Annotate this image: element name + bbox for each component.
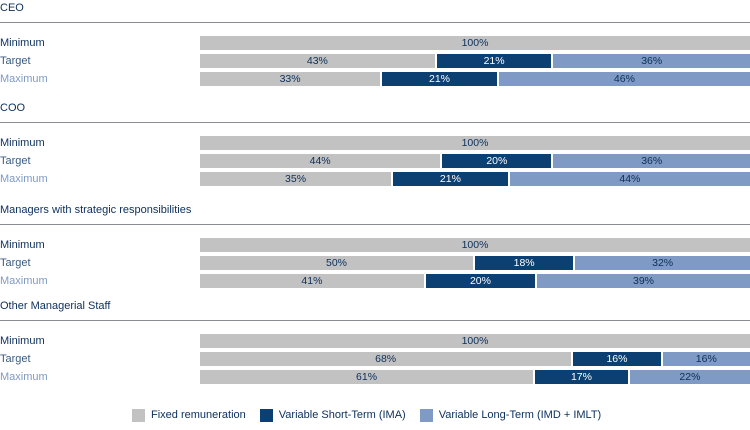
bar-segment-fixed: 100% (200, 136, 750, 150)
bar-segment-long: 36% (553, 54, 750, 68)
bar-segment-short: 20% (442, 154, 552, 168)
bar-segment-fixed: 61% (200, 370, 534, 384)
legend-swatch-fixed (132, 408, 145, 422)
legend-item-long-term: Variable Long-Term (IMD + IMLT) (419, 408, 602, 422)
group-divider (0, 22, 750, 23)
legend-label-fixed: Fixed remuneration (151, 409, 246, 421)
bar-segment-long: 39% (537, 274, 750, 288)
bar-segment-short: 17% (535, 370, 628, 384)
pay-mix-chart: CEO Minimum 100% Target 43% 21% 36% Maximum 33% 2… (0, 2, 750, 384)
group-title: CEO (0, 2, 24, 14)
group-title: COO (0, 102, 26, 114)
bar-segment-fixed: 50% (200, 256, 473, 270)
bar-segment-short: 21% (393, 172, 508, 186)
bar-segment-long: 22% (629, 370, 750, 384)
bar-segment-fixed: 100% (200, 36, 750, 50)
row-label: Maximum (0, 73, 48, 85)
bar-segment-long: 32% (575, 256, 750, 270)
bar-segment-fixed: 33% (200, 72, 381, 86)
legend-item-short-term: Variable Short-Term (IMA) (259, 408, 406, 422)
row-label: Maximum (0, 275, 48, 287)
bar-segment-fixed: 100% (200, 334, 750, 348)
row-label: Maximum (0, 173, 48, 185)
row-label: Maximum (0, 371, 48, 383)
bar-segment-fixed: 43% (200, 54, 435, 68)
legend-item-fixed: Fixed remuneration (132, 408, 246, 422)
row-label: Target (0, 257, 31, 269)
row-label: Minimum (0, 137, 45, 149)
bar-segment-long: 44% (509, 172, 750, 186)
group-title: Other Managerial Staff (0, 300, 111, 312)
bar-segment-fixed: 35% (200, 172, 392, 186)
bar-segment-fixed: 41% (200, 274, 424, 288)
row-label: Target (0, 353, 31, 365)
legend: Fixed remuneration Variable Short-Term (… (132, 407, 615, 423)
legend-swatch-long-term (419, 408, 433, 422)
row-label: Minimum (0, 37, 45, 49)
bar-segment-short: 21% (436, 54, 552, 68)
bar-segment-long: 36% (553, 154, 750, 168)
bar-segment-short: 16% (573, 352, 661, 366)
bar-segment-fixed: 44% (200, 154, 441, 168)
row-label: Minimum (0, 239, 45, 251)
legend-label-long-term: Variable Long-Term (IMD + IMLT) (438, 409, 602, 421)
bar-segment-short: 20% (425, 274, 536, 288)
legend-swatch-short-term (259, 408, 273, 422)
bar-segment-short: 21% (382, 72, 497, 86)
bar-segment-fixed: 68% (200, 352, 572, 366)
group-title: Managers with strategic responsibilities (0, 204, 192, 216)
legend-label-short-term: Variable Short-Term (IMA) (278, 409, 406, 421)
group-divider (0, 224, 750, 225)
bar-segment-long: 46% (498, 72, 750, 86)
row-label: Target (0, 155, 31, 167)
group-divider (0, 122, 750, 123)
row-label: Minimum (0, 335, 45, 347)
row-label: Target (0, 55, 31, 67)
bar-segment-long: 16% (662, 352, 750, 366)
bar-segment-fixed: 100% (200, 238, 750, 252)
bar-segment-short: 18% (475, 256, 574, 270)
group-divider (0, 320, 750, 321)
